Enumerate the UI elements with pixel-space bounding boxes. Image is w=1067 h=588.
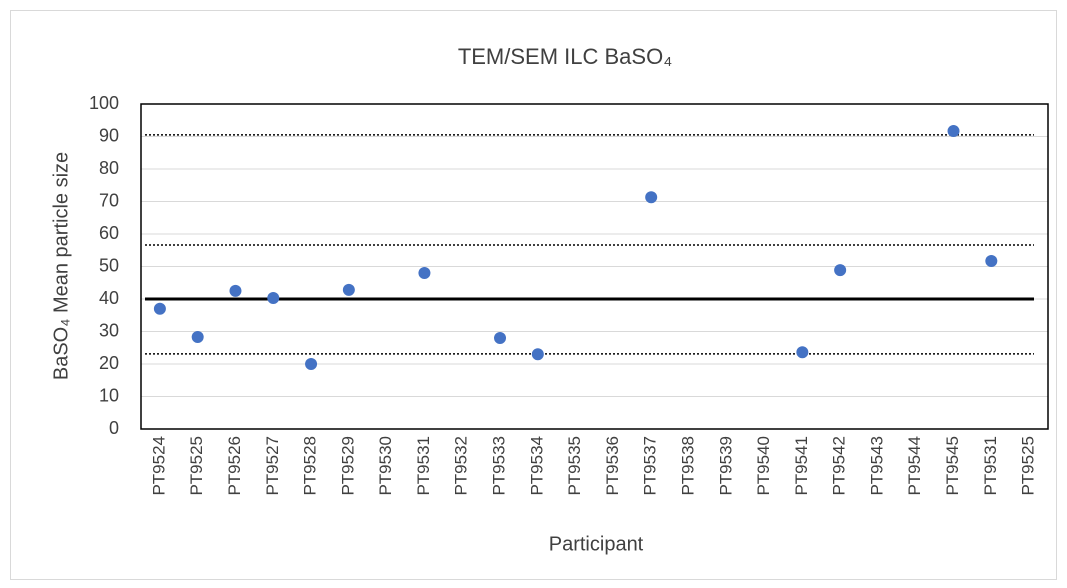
x-tick-label: PT9526: [225, 436, 244, 496]
point: [418, 267, 431, 279]
point: [342, 283, 355, 296]
x-tick-label: PT9543: [867, 436, 886, 496]
x-tick-label: PT9527: [263, 436, 282, 496]
y-tick-label: 70: [99, 190, 119, 210]
point: [834, 264, 847, 277]
x-tick-label: PT9536: [603, 436, 622, 496]
y-tick-label: 40: [99, 288, 119, 308]
x-tick-label: PT9545: [943, 436, 962, 496]
chart-frame: [10, 10, 1057, 580]
point: [191, 331, 204, 344]
point: [494, 332, 507, 344]
point: [947, 124, 960, 137]
point: [645, 191, 658, 204]
y-tick-label: 30: [99, 320, 119, 340]
x-tick-label: PT9534: [527, 436, 546, 496]
x-tick-label: PT9528: [301, 436, 320, 496]
y-tick-label: 50: [99, 255, 119, 275]
x-tick-label: PT9542: [830, 436, 849, 496]
point: [229, 284, 242, 297]
x-tick-label: PT9529: [338, 436, 357, 496]
x-tick-label: PT9540: [754, 436, 773, 496]
x-tick-label: PT9525: [1019, 436, 1038, 496]
x-tick-label: PT9535: [565, 436, 584, 496]
x-tick-label: PT9541: [792, 436, 811, 496]
y-tick-label: 10: [99, 385, 119, 405]
x-tick-label: PT9537: [641, 436, 660, 496]
x-tick-label: PT9539: [716, 436, 735, 496]
x-tick-label: PT9530: [376, 436, 395, 496]
point: [985, 254, 998, 267]
y-tick-label: 60: [99, 223, 119, 243]
point: [267, 292, 280, 305]
plot-border: [140, 103, 1049, 430]
x-tick-label: PT9533: [490, 436, 509, 496]
point: [796, 346, 809, 359]
y-tick-label: 0: [109, 418, 119, 438]
y-tick-label: 20: [99, 353, 119, 373]
x-tick-label: PT9532: [452, 436, 471, 496]
x-tick-label: PT9531: [981, 436, 1000, 496]
y-axis-label: BaSO₄ Mean particle size: [50, 152, 72, 380]
y-tick-label: 100: [89, 93, 119, 113]
x-axis-label: Participant: [549, 533, 644, 555]
point: [153, 302, 166, 315]
point: [305, 358, 318, 370]
x-tick-label: PT9524: [149, 436, 168, 496]
y-tick-label: 80: [99, 158, 119, 178]
x-tick-label: PT9544: [905, 436, 924, 496]
chart-title: TEM/SEM ILC BaSO₄: [458, 44, 672, 69]
x-tick-label: PT9538: [678, 436, 697, 496]
y-tick-label: 90: [99, 125, 119, 145]
x-tick-label: PT9531: [414, 436, 433, 496]
x-tick-label: PT9525: [187, 436, 206, 496]
point: [531, 348, 544, 361]
